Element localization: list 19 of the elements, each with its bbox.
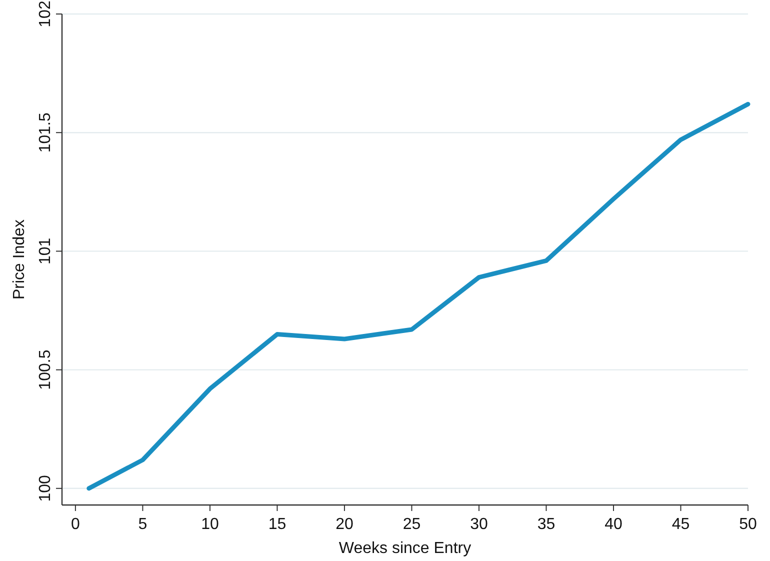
y-tick-label: 101.5 [37, 112, 54, 153]
x-tick-label: 5 [138, 516, 148, 533]
line-series [86, 102, 750, 491]
x-tick-label: 30 [470, 516, 488, 533]
y-tick-label: 100.5 [37, 350, 54, 390]
y-tick-label: 100 [37, 474, 54, 502]
x-tick-label: 20 [336, 516, 354, 533]
y-axis-title: Price Index [11, 219, 28, 300]
x-tick-label: 0 [71, 516, 80, 533]
x-axis-title: Weeks since Entry [338, 540, 472, 557]
x-tick-label: 15 [268, 516, 286, 533]
x-tick-label: 25 [402, 516, 421, 533]
x-tick-label: 35 [537, 516, 556, 533]
x-tick-label: 45 [672, 516, 690, 533]
x-tick-label: 50 [739, 516, 757, 533]
y-tick-label: 101 [37, 238, 54, 265]
x-tick-label: 40 [604, 516, 622, 533]
y-tick-label: 102 [37, 0, 54, 28]
x-tick-label: 10 [201, 516, 219, 533]
